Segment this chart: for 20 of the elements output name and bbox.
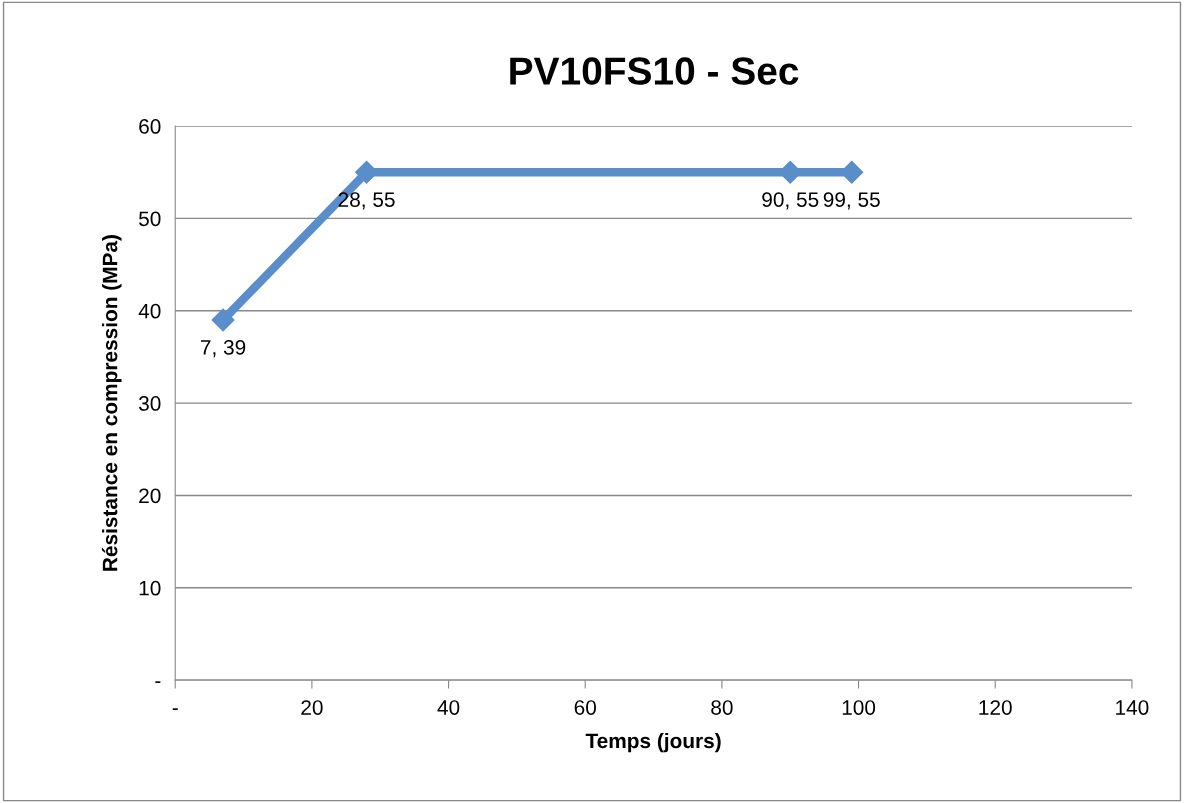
x-tick-label: 120: [979, 700, 1012, 715]
x-tick-label: 100: [842, 700, 876, 715]
x-tick-label: 60: [574, 700, 597, 715]
x-tick-label: 20: [301, 700, 323, 715]
x-tick-label: 40: [437, 700, 460, 715]
data-label: 99, 55: [823, 192, 880, 210]
y-tick-label: 30: [138, 396, 161, 411]
y-tick-label: 50: [139, 211, 161, 227]
x-axis-title: Temps (jours): [585, 732, 721, 753]
y-tick-label: 20: [139, 488, 161, 504]
y-tick-label: 40: [138, 303, 161, 319]
y-tick-label: -: [155, 681, 161, 683]
y-tick-label: 10: [139, 580, 161, 596]
y-axis-title: Résistance en compression (MPa): [101, 235, 122, 571]
x-tick-label: 140: [1116, 700, 1149, 715]
data-label: 7, 39: [200, 339, 246, 358]
y-tick-label: 60: [139, 119, 161, 134]
x-tick-label: 80: [711, 700, 733, 715]
chart-title: PV10FS10 - Sec: [510, 57, 799, 85]
data-label: 90, 55: [762, 192, 819, 210]
